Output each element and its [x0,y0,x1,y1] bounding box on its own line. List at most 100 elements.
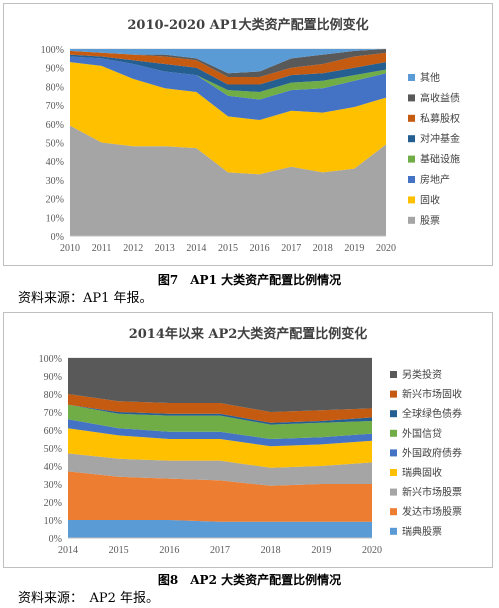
x-tick-label: 2020 [362,545,382,556]
legend-label: 高收益债 [420,91,460,104]
legend-swatch [390,508,397,516]
y-tick-label: 70% [46,101,64,112]
x-tick-label: 2012 [123,243,143,254]
legend-swatch [408,74,415,81]
area-series-4 [68,419,372,447]
x-tick-label: 2015 [218,243,238,254]
area-series-6 [68,404,372,425]
legend-label: 股票 [420,215,440,227]
area-series-2 [70,56,386,121]
x-tick-label: 2011 [92,243,112,254]
y-tick-label: 40% [46,157,64,168]
source-note: 资料来源：AP1 年报。 [18,291,153,306]
y-tick-label: 10% [46,213,64,224]
legend-swatch [408,135,415,143]
y-tick-label: 0% [49,534,62,545]
legend-label: 房地产 [420,173,450,186]
y-tick-label: 30% [46,176,64,187]
area-series-0 [68,520,372,538]
chart-panel-ap1: 2010-2020 AP1大类资产配置比例变化 0% 10% 20% 30% 40% 50… [3,3,493,266]
x-tick-label: 2018 [261,545,281,556]
figure-caption: 图7 AP1 大类资产配置比例情况 [157,273,342,287]
x-tick-label: 2018 [313,243,333,254]
area-series-3 [68,428,372,468]
figure-caption: 图8 AP2 大类资产配置比例情况 [157,573,342,587]
x-tick-label: 2020 [376,243,396,254]
area-series-5 [68,404,372,439]
legend-label: 另类投资 [402,368,442,381]
legend-swatch [390,390,397,398]
legend-swatch [408,216,415,224]
legend-label: 基础设施 [420,153,460,166]
legend-label: 新兴市场固收 [402,388,462,401]
x-tick-label: 2019 [344,243,364,254]
y-tick-label: 20% [44,498,62,509]
y-tick-label: 10% [44,516,62,527]
y-tick-label: 50% [46,139,64,150]
legend-label: 瑞典股票 [402,525,442,538]
legend-swatch [390,371,397,378]
x-tick-label: 2017 [281,243,301,254]
area-series-6 [70,49,386,78]
area-series-3 [70,56,386,100]
legend-swatch [390,488,397,496]
x-tick-label: 2014 [58,545,78,556]
y-tick-label: 80% [46,82,64,93]
legend-label: 发达市场股票 [402,505,462,518]
y-tick-label: 90% [44,372,62,383]
legend-swatch [390,429,397,437]
area-series-0 [70,125,386,236]
chart-title: 2010-2020 AP1大类资产配置比例变化 [127,18,369,33]
legend-swatch [390,449,397,457]
legend-label: 私募股权 [420,112,460,125]
legend-label: 全球绿色债券 [402,407,462,420]
area-series-5 [70,50,386,85]
y-tick-label: 20% [46,195,64,206]
area-series-7 [68,394,372,423]
x-tick-label: 2017 [210,545,230,556]
x-tick-label: 2010 [60,243,80,254]
x-tick-label: 2015 [109,545,129,556]
x-tick-label: 2013 [155,243,175,254]
legend-swatch [408,114,415,122]
y-tick-label: 0% [51,232,64,243]
y-tick-label: 30% [44,480,62,491]
legend-swatch [408,94,415,102]
area-series-1 [70,62,386,175]
legend-label: 瑞典固收 [402,466,442,479]
area-series-8 [68,358,372,412]
legend-swatch [408,155,415,163]
legend-label: 固收 [420,193,440,206]
x-tick-label: 2016 [159,545,179,556]
legend-swatch [408,176,415,183]
legend-label: 其他 [420,71,440,84]
y-tick-label: 40% [44,462,62,473]
legend-swatch [408,196,415,204]
y-tick-label: 70% [44,408,62,419]
legend-swatch [390,469,397,476]
y-tick-label: 100% [41,45,64,56]
legend-label: 新兴市场股票 [402,486,462,499]
legend-swatch [390,527,397,535]
ap1-area-chart: 0% 10% 20% 30% 40% 50% 60% 70% 80% 90% 100% 2010 201… [41,45,460,254]
y-tick-label: 60% [46,120,64,131]
chart-panel-ap2: 2014年以来 AP2大类资产配置比例变化 0% 10% 20% 30% 40% 50% 6… [3,312,493,568]
area-series-1 [68,471,372,522]
source-note: 资料来源： AP2 年报。 [18,591,160,606]
area-series-4 [70,54,386,93]
x-tick-label: 2014 [186,243,206,254]
y-tick-label: 50% [44,444,62,455]
y-tick-label: 100% [39,354,62,365]
legend-label: 对冲基金 [420,132,460,145]
chart-title: 2014年以来 AP2大类资产配置比例变化 [128,327,368,342]
area-series-2 [68,453,372,486]
y-tick-label: 80% [44,390,62,401]
area-series-7 [70,49,386,74]
x-tick-label: 2019 [311,545,331,556]
y-tick-label: 90% [46,64,64,75]
y-tick-label: 60% [44,426,62,437]
legend-label: 外国政府债券 [402,446,462,459]
legend-swatch [390,410,397,418]
x-tick-label: 2016 [250,243,270,254]
legend-label: 外国信贷 [402,427,442,440]
